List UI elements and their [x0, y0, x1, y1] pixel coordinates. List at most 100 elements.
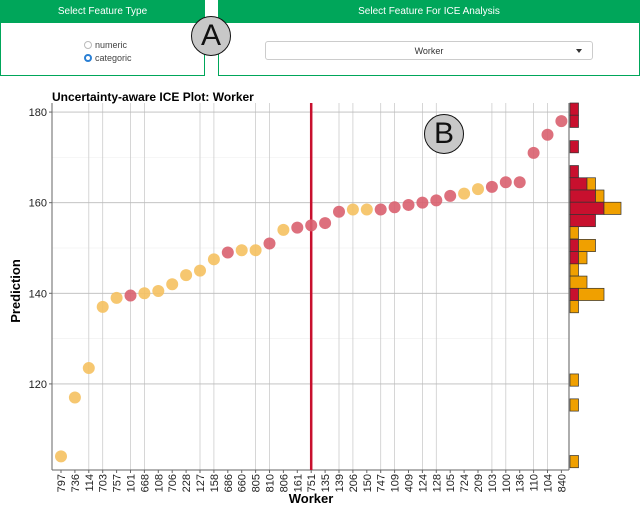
ice-point-724: [458, 187, 471, 200]
x-tick-label: 209: [473, 474, 485, 492]
x-tick-label: 104: [543, 474, 555, 492]
histogram-bar-red: [569, 177, 588, 191]
ice-point-736: [68, 391, 81, 404]
y-tick-label: 180: [29, 107, 47, 119]
ice-point-206: [346, 203, 359, 216]
x-tick-label: 150: [362, 474, 374, 492]
x-tick-label: 668: [139, 474, 151, 492]
histogram-bar-orange: [569, 300, 579, 314]
ice-point-139: [333, 205, 345, 218]
ice-point-109: [388, 201, 401, 214]
histogram-bar-orange: [569, 373, 579, 387]
x-tick-label: 158: [209, 474, 221, 492]
ice-point-660: [235, 244, 248, 257]
x-tick-label: 139: [334, 474, 346, 492]
histogram-bar-orange: [578, 251, 588, 265]
x-tick-label: 161: [292, 474, 304, 492]
y-tick-label: 120: [29, 379, 47, 391]
radio-label: categoric: [95, 52, 132, 63]
feature-select-title: Select Feature For ICE Analysis: [219, 0, 639, 23]
x-tick-label: 100: [501, 474, 513, 492]
ice-point-110: [527, 146, 540, 159]
ice-point-114: [82, 362, 95, 375]
x-tick-label: 128: [431, 474, 443, 492]
feature-dropdown[interactable]: Worker: [265, 41, 593, 60]
ice-point-228: [180, 269, 193, 282]
histogram-bar-red: [569, 251, 579, 265]
histogram-bar-orange: [569, 455, 579, 469]
ice-point-747: [374, 203, 387, 216]
histogram-bar-red: [569, 140, 579, 154]
ice-point-127: [194, 264, 206, 277]
ice-point-158: [207, 253, 220, 266]
feature-select-panel: Select Feature For ICE Analysis Worker: [218, 0, 640, 76]
feature-type-panel: Select Feature Type numeric categoric: [0, 0, 205, 76]
feature-type-radio-group: numeric categoric: [84, 38, 132, 64]
ice-point-108: [152, 285, 165, 298]
ice-point-104: [541, 128, 554, 141]
histogram-bar-orange: [578, 239, 596, 252]
histogram-bar-red: [569, 239, 579, 252]
ice-point-806: [277, 223, 290, 236]
chevron-down-icon: [576, 49, 582, 53]
ice-point-810: [263, 237, 276, 250]
x-tick-label: 806: [278, 474, 290, 492]
histogram-bar-red: [569, 102, 579, 116]
ice-point-103: [485, 180, 498, 193]
histogram-bar-red: [569, 189, 596, 203]
x-tick-label: 206: [348, 474, 360, 492]
histogram-bar-orange: [569, 398, 579, 412]
histogram-bar-red: [569, 165, 579, 179]
ice-point-101: [124, 289, 137, 302]
ice-point-135: [319, 217, 332, 230]
x-tick-label: 810: [265, 474, 277, 492]
histogram-bar-orange: [569, 275, 588, 289]
feature-type-title: Select Feature Type: [1, 0, 204, 23]
x-tick-label: 686: [223, 474, 235, 492]
histogram-bar-red: [569, 201, 605, 215]
ice-point-136: [513, 176, 526, 189]
x-tick-label: 660: [237, 474, 249, 492]
radio-numeric[interactable]: numeric: [84, 38, 132, 51]
ice-point-668: [138, 287, 151, 300]
x-tick-label: 108: [153, 474, 165, 492]
x-tick-label: 109: [390, 474, 402, 492]
x-tick-label: 228: [181, 474, 193, 492]
ice-point-703: [96, 300, 109, 313]
radio-categoric[interactable]: categoric: [84, 51, 132, 64]
ice-point-686: [221, 246, 234, 259]
ice-point-105: [444, 189, 457, 202]
y-tick-label: 160: [29, 198, 47, 210]
x-tick-label: 757: [112, 474, 124, 492]
x-tick-label: 101: [126, 474, 138, 492]
x-tick-label: 703: [98, 474, 110, 492]
ice-point-840: [555, 115, 568, 128]
chart-title: Uncertainty-aware ICE Plot: Worker: [52, 90, 254, 104]
ice-point-124: [416, 196, 429, 209]
x-tick-label: 805: [251, 474, 263, 492]
y-axis-label: Prediction: [8, 259, 23, 323]
x-tick-label: 797: [56, 474, 68, 492]
x-tick-label: 127: [195, 474, 207, 492]
radio-label: numeric: [95, 39, 128, 50]
ice-point-757: [110, 291, 123, 304]
annotation-marker-a: A: [191, 16, 231, 56]
x-tick-label: 840: [556, 474, 568, 492]
histogram-bar-orange: [586, 177, 596, 191]
ice-point-805: [249, 244, 262, 257]
ice-point-209: [472, 183, 484, 196]
ice-point-409: [402, 198, 415, 211]
x-tick-label: 135: [320, 474, 332, 492]
histogram-bar-orange: [603, 201, 622, 215]
histogram-bar-orange: [595, 189, 605, 203]
histogram-bar-orange: [569, 263, 579, 277]
x-tick-label: 124: [417, 474, 429, 492]
ice-point-797: [55, 450, 67, 463]
ice-point-100: [499, 176, 512, 189]
histogram-bar-orange: [578, 287, 605, 301]
annotation-marker-b: B: [424, 114, 464, 154]
histogram-bar-red: [569, 214, 596, 228]
x-tick-label: 747: [376, 474, 388, 492]
x-axis-label: Worker: [289, 491, 334, 505]
histogram-bar-red: [569, 114, 579, 128]
